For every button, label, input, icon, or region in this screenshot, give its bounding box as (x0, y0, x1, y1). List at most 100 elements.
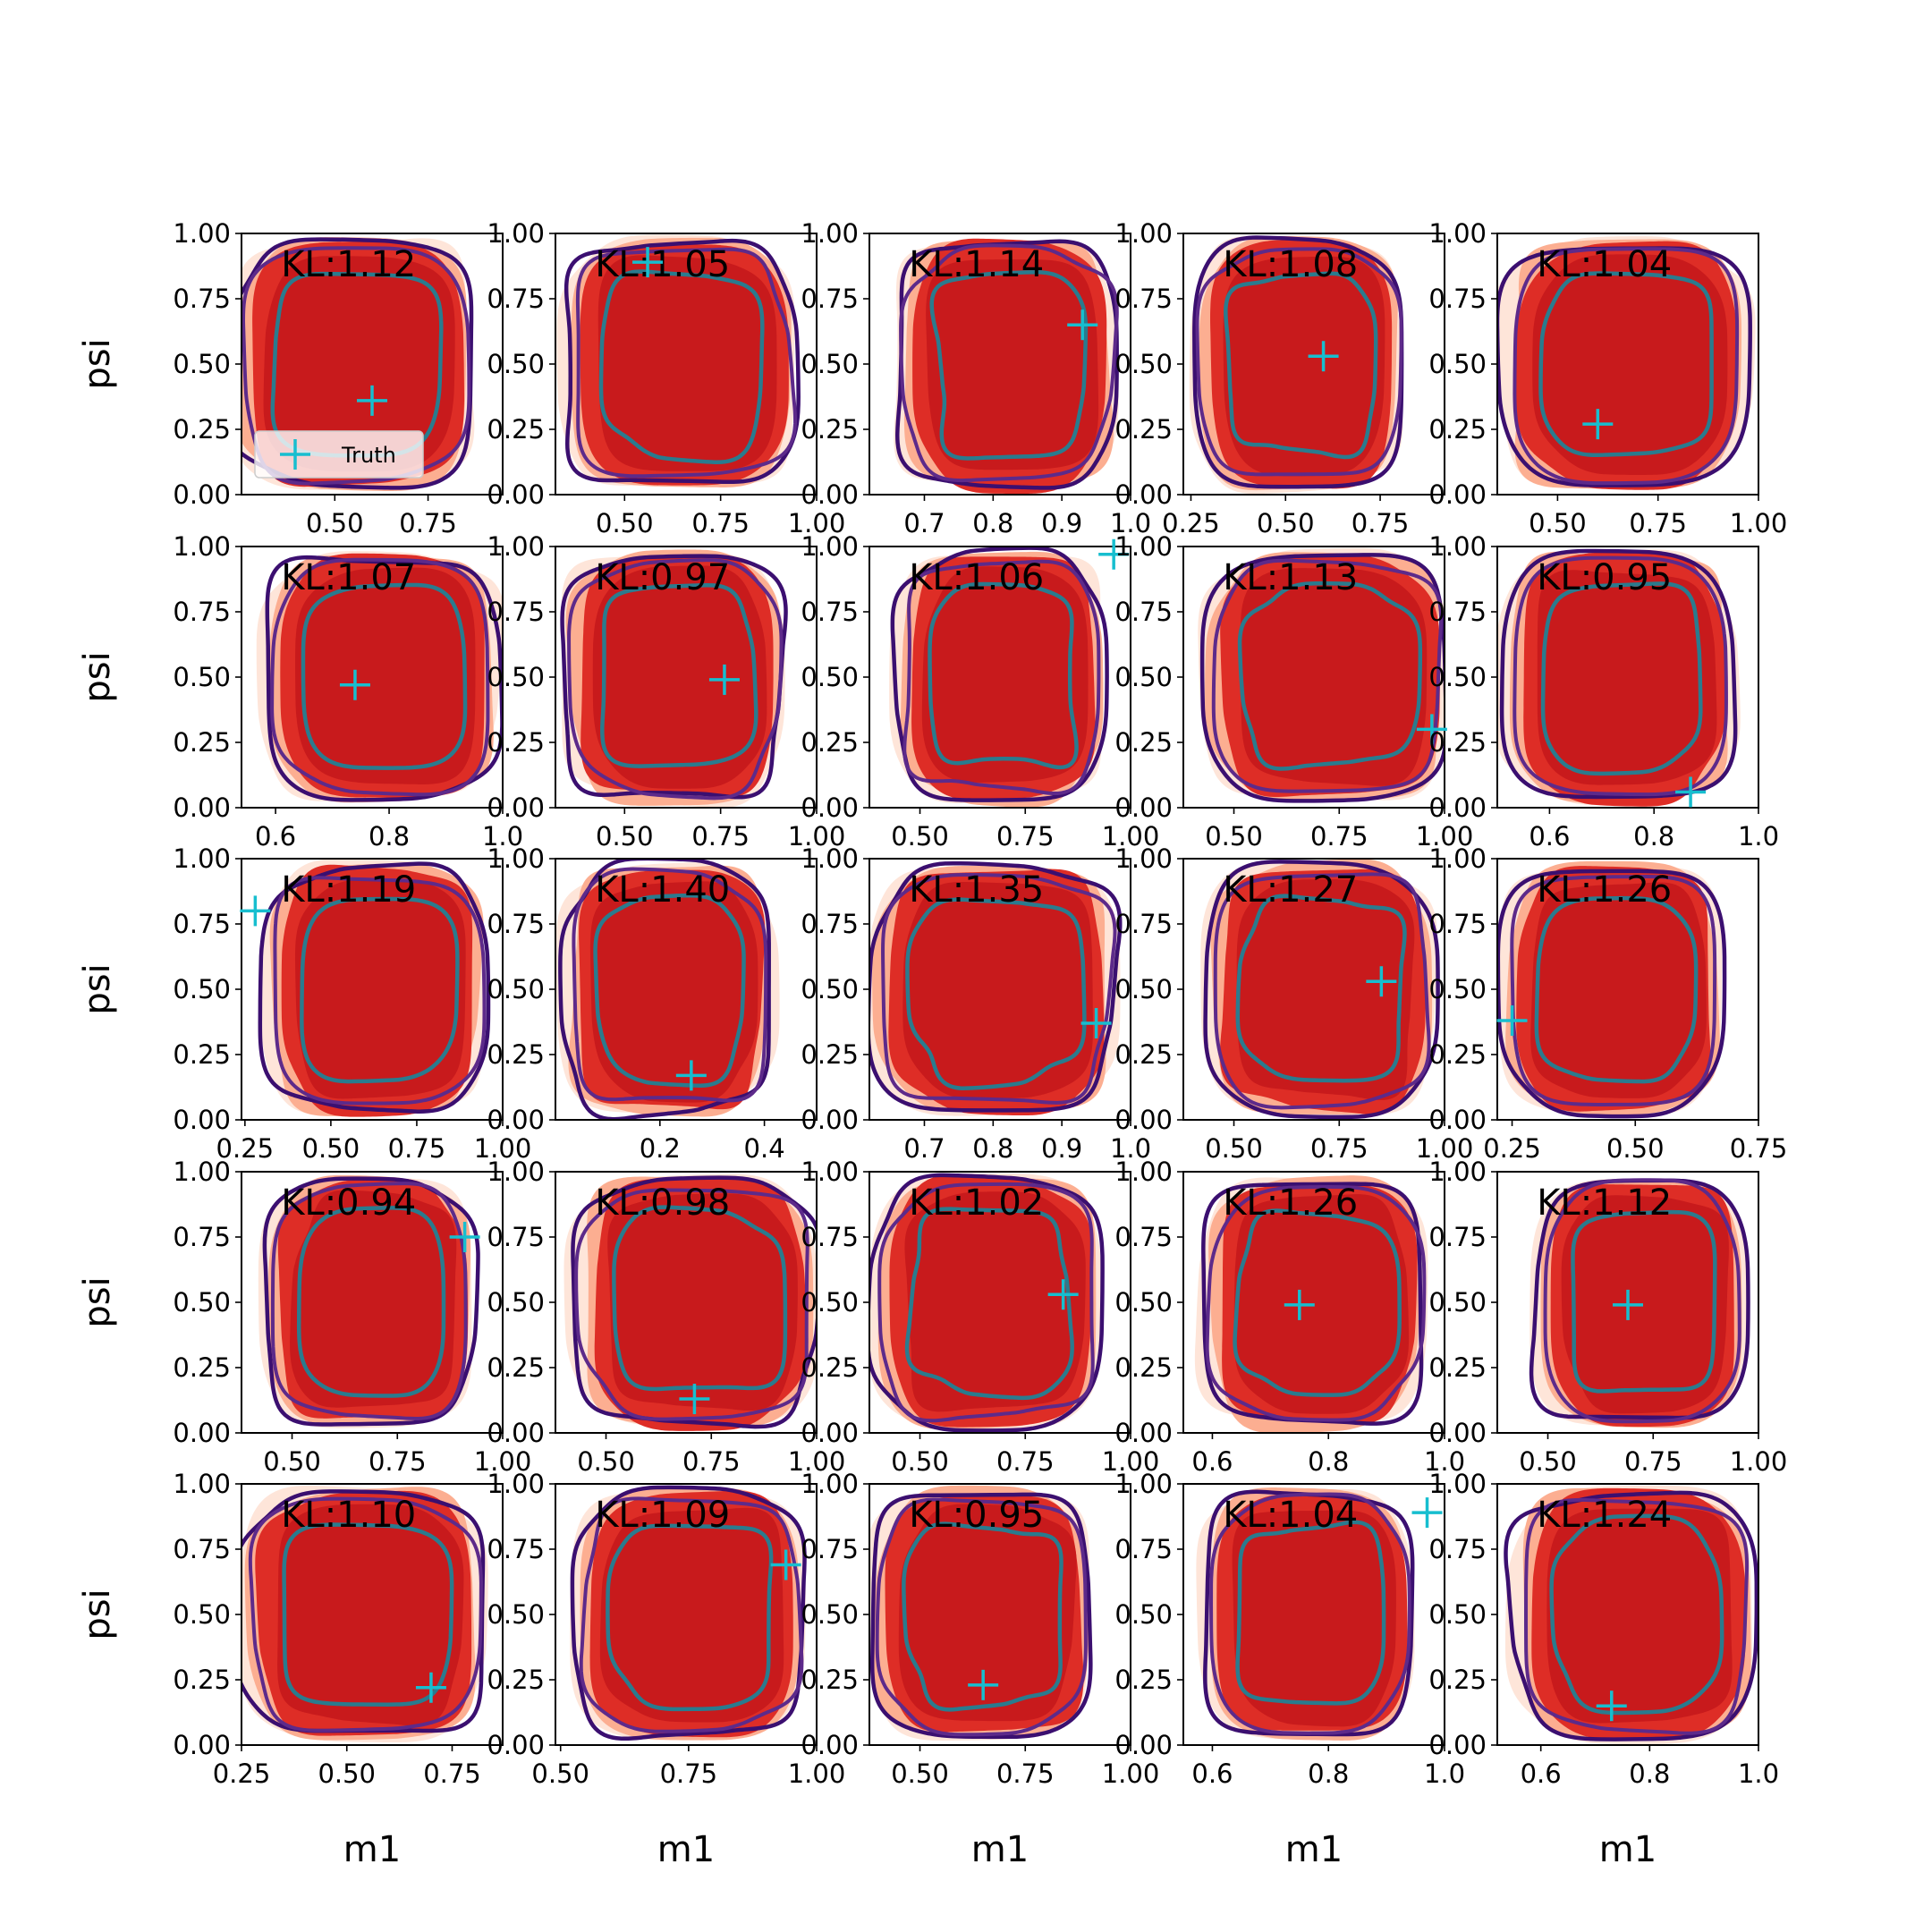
density-fill (258, 1174, 472, 1428)
x-tick-label: 1.00 (1416, 821, 1474, 852)
y-tick-label: 0.25 (1114, 1039, 1173, 1070)
x-tick-label: 0.9 (1041, 508, 1082, 538)
y-tick-label: 0.25 (173, 1039, 231, 1070)
x-tick-label: 1.0 (1738, 821, 1779, 852)
truth-marker (449, 1222, 480, 1252)
y-axis-label: psi (77, 338, 118, 389)
y-tick-label: 0.25 (1428, 414, 1487, 445)
y-tick-label: 0.25 (487, 1665, 545, 1695)
contour-inner (1235, 1520, 1386, 1706)
density-level-4 (1240, 568, 1428, 786)
x-tick-label: 0.25 (1162, 508, 1220, 538)
contour-inner (928, 581, 1079, 770)
contour-inner (600, 582, 758, 768)
x-tick-label: 1.00 (474, 1133, 532, 1164)
panel-2-1: 0.00 0.25 0.50 0.75 1.00 0.6 0.8 1.0 KL:1.07 (173, 531, 523, 852)
x-tick-label: 0.8 (1308, 1446, 1349, 1477)
posterior-contours (1192, 235, 1404, 489)
x-tick-label: 0.8 (1633, 821, 1674, 852)
contour-middle (572, 867, 768, 1103)
y-tick-label: 0.00 (487, 1730, 545, 1760)
y-tick-label: 0.75 (801, 1222, 859, 1252)
density-level-4 (277, 1504, 464, 1726)
y-tick-label: 0.00 (801, 1730, 859, 1760)
x-tick-label: 1.00 (788, 821, 846, 852)
density-fill (869, 1173, 1102, 1430)
y-tick-label: 0.25 (487, 414, 545, 445)
density-fill (556, 234, 795, 487)
y-tick-label: 1.00 (801, 1469, 859, 1499)
posterior-contours (564, 238, 801, 485)
panel-title: KL:1.05 (595, 244, 730, 285)
contour-middle (1205, 1185, 1427, 1422)
density-level-4 (1232, 1510, 1396, 1727)
truth-marker (1596, 1690, 1627, 1722)
x-axis-label: m1 (343, 1829, 401, 1870)
x-tick-label: 0.75 (660, 1758, 718, 1789)
panel-5-4: 0.00 0.25 0.50 0.75 1.00 0.6 0.8 1.0 KL:1.04 (1114, 1469, 1465, 1789)
y-tick-label: 0.25 (801, 414, 859, 445)
y-tick-label: 0.25 (173, 1665, 231, 1695)
truth-marker (1582, 409, 1614, 440)
y-tick-label: 0.75 (1428, 1534, 1487, 1564)
y-axis-label: psi (77, 963, 118, 1014)
y-tick-label: 0.25 (173, 727, 231, 758)
panel-title: KL:1.10 (281, 1495, 416, 1536)
y-tick-label: 0.00 (801, 792, 859, 823)
y-tick-label: 0.25 (801, 1665, 859, 1695)
x-tick-label: 0.50 (596, 508, 654, 538)
posterior-contours (1201, 1182, 1427, 1426)
contour-outer (564, 238, 801, 485)
y-tick-label: 0.00 (173, 1105, 231, 1135)
x-tick-label: 0.75 (388, 1133, 446, 1164)
x-tick-label: 0.50 (306, 508, 364, 538)
x-tick-label: 0.50 (1205, 1133, 1263, 1164)
contour-outer (558, 859, 771, 1120)
panel-2-5: 0.00 0.25 0.50 0.75 1.00 0.6 0.8 1.0 KL:0.95 (1428, 531, 1779, 852)
truth-marker (1411, 1497, 1443, 1529)
density-level-4 (921, 566, 1089, 783)
density-fill (1499, 860, 1723, 1116)
panel-1-3: 0.00 0.25 0.50 0.75 1.00 0.7 0.8 0.9 1.0 KL:1.14 (801, 218, 1151, 538)
y-tick-label: 0.75 (1428, 909, 1487, 939)
y-tick-label: 0.50 (173, 662, 231, 692)
y-tick-label: 0.25 (1114, 727, 1173, 758)
contour-middle (242, 246, 471, 486)
contour-outer (571, 1175, 817, 1429)
density-level-4 (1233, 1194, 1410, 1414)
panel-4-4: 0.00 0.25 0.50 0.75 1.00 0.6 0.8 1.0 KL:1.26 (1114, 1157, 1465, 1477)
y-tick-label: 0.50 (1428, 1599, 1487, 1630)
y-tick-label: 0.00 (1428, 1730, 1487, 1760)
contour-inner (902, 1521, 1063, 1712)
contour-middle (1513, 555, 1728, 797)
y-tick-label: 0.50 (487, 1599, 545, 1630)
panel-2-3: 0.00 0.25 0.50 0.75 1.00 0.50 0.75 1.00 KL:1.06 (801, 531, 1159, 852)
y-tick-label: 0.75 (801, 284, 859, 314)
y-tick-label: 1.00 (1114, 218, 1173, 249)
density-level-4 (926, 259, 1099, 470)
panel-title: KL:1.13 (1223, 557, 1358, 598)
y-tick-label: 0.75 (1428, 597, 1487, 627)
contour-inner (296, 1206, 446, 1398)
x-tick-label: 1.00 (788, 1446, 846, 1477)
x-tick-label: 0.75 (1730, 1133, 1788, 1164)
x-tick-label: 0.50 (302, 1133, 360, 1164)
x-tick-label: 1.0 (1424, 1446, 1465, 1477)
density-level-4 (1532, 254, 1728, 476)
x-tick-label: 0.50 (891, 1758, 949, 1789)
density-fill (561, 549, 785, 808)
y-tick-label: 0.50 (173, 974, 231, 1004)
y-tick-label: 0.75 (1114, 1222, 1173, 1252)
density-fill (570, 1487, 806, 1741)
y-tick-label: 0.25 (801, 1039, 859, 1070)
density-level-4 (1236, 879, 1415, 1100)
contour-outer (560, 554, 788, 800)
x-tick-label: 1.00 (1102, 821, 1160, 852)
y-tick-label: 0.75 (487, 597, 545, 627)
truth-marker (679, 1384, 710, 1415)
panel-title: KL:0.97 (595, 557, 730, 598)
contour-middle (1213, 872, 1431, 1110)
y-tick-label: 0.00 (1428, 792, 1487, 823)
contour-middle (1211, 558, 1444, 793)
